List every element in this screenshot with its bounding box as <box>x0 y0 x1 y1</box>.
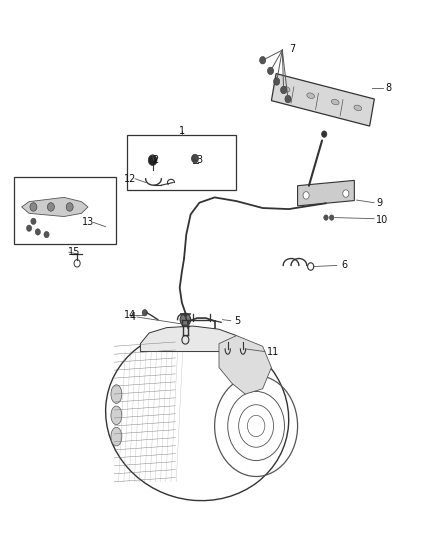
Circle shape <box>31 218 36 224</box>
Circle shape <box>47 203 54 211</box>
Text: 14: 14 <box>124 310 136 320</box>
Circle shape <box>324 215 328 220</box>
Circle shape <box>329 215 334 220</box>
Ellipse shape <box>332 99 339 105</box>
Text: 3: 3 <box>196 155 202 165</box>
Circle shape <box>281 86 287 94</box>
Bar <box>127 135 237 190</box>
Ellipse shape <box>282 86 290 92</box>
Ellipse shape <box>111 385 122 403</box>
Circle shape <box>66 203 73 211</box>
Circle shape <box>285 95 291 103</box>
Text: 4: 4 <box>130 312 136 322</box>
Polygon shape <box>272 74 374 126</box>
Ellipse shape <box>354 105 362 111</box>
Ellipse shape <box>111 406 122 425</box>
Text: 8: 8 <box>385 83 391 93</box>
Circle shape <box>321 131 327 138</box>
Ellipse shape <box>307 93 314 99</box>
Text: 7: 7 <box>289 44 295 53</box>
PathPatch shape <box>219 336 272 394</box>
Text: 2: 2 <box>152 155 159 165</box>
Circle shape <box>148 155 157 165</box>
Text: 12: 12 <box>124 174 136 184</box>
PathPatch shape <box>141 326 245 352</box>
Circle shape <box>268 67 274 75</box>
Text: 1: 1 <box>179 126 185 136</box>
Text: 13: 13 <box>82 217 95 228</box>
Circle shape <box>303 192 309 199</box>
Circle shape <box>274 78 280 85</box>
Circle shape <box>260 56 266 64</box>
Circle shape <box>343 190 349 197</box>
Circle shape <box>191 155 198 163</box>
Circle shape <box>35 229 40 235</box>
Polygon shape <box>297 180 354 206</box>
Circle shape <box>44 231 49 238</box>
Text: 15: 15 <box>68 247 81 257</box>
Circle shape <box>142 310 148 316</box>
Circle shape <box>180 313 191 326</box>
Text: 6: 6 <box>341 261 347 270</box>
Bar <box>14 177 117 244</box>
Text: 9: 9 <box>376 198 382 208</box>
Text: 10: 10 <box>376 215 389 225</box>
Ellipse shape <box>111 427 122 446</box>
Circle shape <box>30 203 37 211</box>
Circle shape <box>26 225 32 231</box>
Text: 11: 11 <box>267 346 279 357</box>
PathPatch shape <box>21 197 88 216</box>
Text: 5: 5 <box>234 316 240 326</box>
